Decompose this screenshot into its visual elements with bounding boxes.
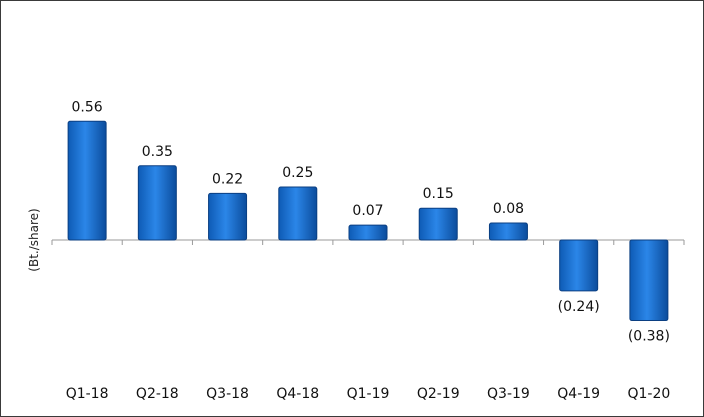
value-label: 0.15 xyxy=(423,186,454,202)
category-label: Q3-19 xyxy=(487,386,530,402)
value-labels-group: 0.56 0.35 0.22 0.25 0.07 0.15 0.08 (0.24) (0.38) xyxy=(72,99,670,344)
bar-q4-18 xyxy=(278,186,318,241)
bar-q3-18 xyxy=(208,192,248,241)
value-label: (0.24) xyxy=(558,299,600,315)
value-label: 0.35 xyxy=(142,144,173,160)
category-label: Q2-19 xyxy=(417,386,460,402)
value-label: 0.25 xyxy=(282,165,313,181)
bar-q2-18 xyxy=(137,165,177,241)
bar-q1-19 xyxy=(348,224,388,241)
x-axis-ticks xyxy=(51,240,685,245)
category-label: Q2-18 xyxy=(136,386,179,402)
category-label: Q4-18 xyxy=(276,386,319,402)
category-label: Q4-19 xyxy=(557,386,600,402)
category-labels-group: Q1-18 Q2-18 Q3-18 Q4-18 Q1-19 Q2-19 Q3-19 Q4-19… xyxy=(66,386,671,402)
value-label: 0.08 xyxy=(493,201,524,217)
category-label: Q3-18 xyxy=(206,386,249,402)
bars-group xyxy=(67,120,669,322)
bar-q3-19 xyxy=(488,222,528,241)
value-label: (0.38) xyxy=(628,329,670,345)
category-label: Q1-19 xyxy=(347,386,390,402)
value-label: 0.56 xyxy=(72,99,103,115)
category-label: Q1-20 xyxy=(627,386,670,402)
category-label: Q1-18 xyxy=(66,386,109,402)
value-label: 0.07 xyxy=(352,203,383,219)
y-axis-label: (Bt./share) xyxy=(27,208,41,271)
bar-q2-19 xyxy=(418,207,458,241)
value-label: 0.22 xyxy=(212,171,243,187)
bar-q1-18 xyxy=(67,120,107,241)
bar-q4-19 xyxy=(559,239,599,292)
bar-q1-20 xyxy=(629,239,669,322)
